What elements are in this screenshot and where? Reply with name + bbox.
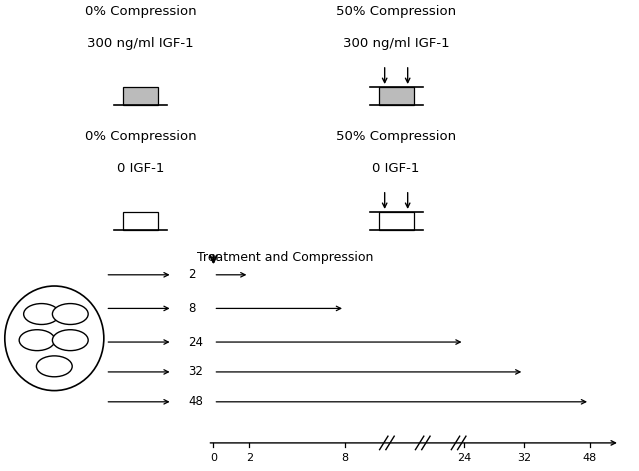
Text: 32: 32: [189, 365, 203, 378]
Bar: [123, 87, 158, 106]
Text: 2: 2: [189, 268, 196, 281]
Circle shape: [52, 304, 88, 325]
Bar: [378, 87, 414, 106]
Text: 48: 48: [583, 454, 597, 463]
Ellipse shape: [4, 286, 104, 390]
Text: 32: 32: [517, 454, 531, 463]
Circle shape: [19, 330, 55, 350]
Text: 0: 0: [210, 454, 217, 463]
Text: 24: 24: [189, 335, 203, 349]
Text: 0 IGF-1: 0 IGF-1: [117, 162, 164, 175]
Circle shape: [36, 356, 72, 377]
Text: 8: 8: [189, 302, 196, 315]
Text: 0 IGF-1: 0 IGF-1: [373, 162, 420, 175]
Bar: [378, 212, 414, 230]
Text: 2: 2: [246, 454, 253, 463]
Text: Treatment and Compression: Treatment and Compression: [197, 251, 373, 263]
Text: 0% Compression: 0% Compression: [85, 5, 196, 18]
Text: 0% Compression: 0% Compression: [85, 130, 196, 143]
Circle shape: [52, 330, 88, 350]
Circle shape: [24, 304, 59, 325]
Text: 8: 8: [341, 454, 348, 463]
Text: 50% Compression: 50% Compression: [336, 5, 456, 18]
Bar: [123, 212, 158, 230]
Text: 50% Compression: 50% Compression: [336, 130, 456, 143]
Text: 300 ng/ml IGF-1: 300 ng/ml IGF-1: [343, 37, 449, 50]
Text: 24: 24: [458, 454, 472, 463]
Text: 48: 48: [189, 395, 203, 408]
Text: 300 ng/ml IGF-1: 300 ng/ml IGF-1: [88, 37, 194, 50]
